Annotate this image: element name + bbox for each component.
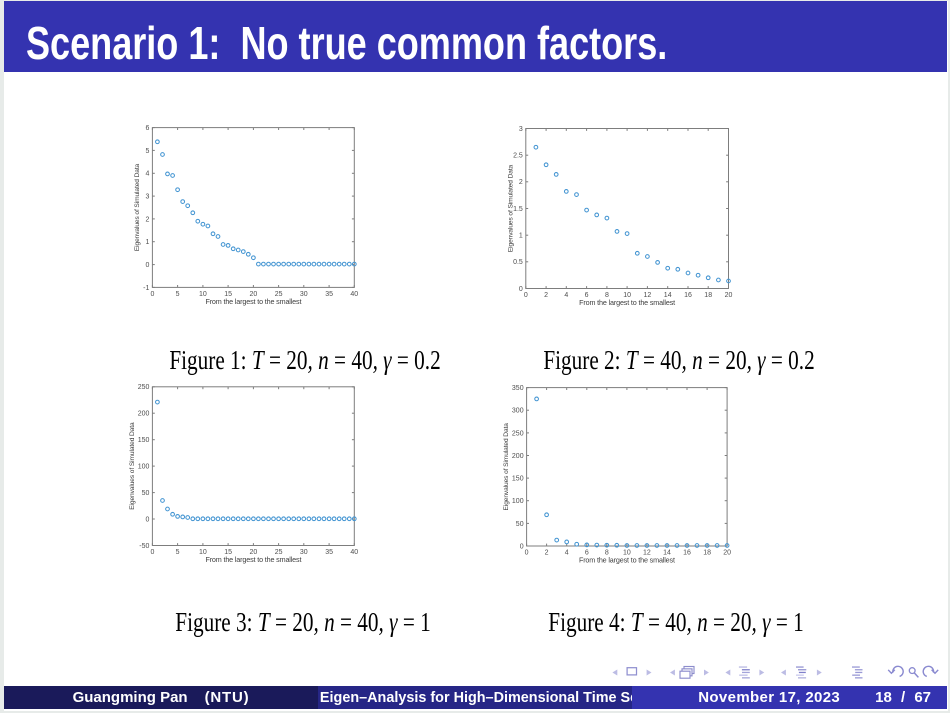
- svg-text:40: 40: [350, 291, 358, 298]
- svg-text:30: 30: [300, 291, 308, 298]
- svg-text:2: 2: [519, 179, 523, 186]
- svg-text:14: 14: [663, 550, 671, 557]
- svg-text:From the largest to the smalle: From the largest to the smallest: [205, 555, 301, 564]
- svg-text:35: 35: [325, 549, 333, 556]
- svg-text:0: 0: [150, 291, 154, 298]
- svg-text:4: 4: [564, 292, 568, 299]
- svg-text:50: 50: [142, 490, 150, 497]
- svg-text:350: 350: [512, 385, 524, 392]
- svg-text:4: 4: [145, 171, 149, 178]
- svg-text:0: 0: [519, 286, 523, 293]
- svg-text:15: 15: [224, 549, 232, 556]
- svg-text:18: 18: [704, 292, 712, 299]
- svg-text:250: 250: [138, 384, 150, 391]
- svg-text:20: 20: [250, 549, 258, 556]
- svg-text:200: 200: [138, 411, 150, 418]
- svg-text:1.5: 1.5: [513, 206, 523, 213]
- svg-text:0: 0: [520, 543, 524, 550]
- svg-text:From the largest to the smalle: From the largest to the smallest: [579, 556, 675, 565]
- svg-text:6: 6: [585, 550, 589, 557]
- svg-text:30: 30: [300, 549, 308, 556]
- svg-text:0: 0: [524, 292, 528, 299]
- svg-text:Eigenvalues of Simulated Data: Eigenvalues of Simulated Data: [129, 422, 136, 510]
- svg-text:10: 10: [199, 549, 207, 556]
- svg-text:200: 200: [512, 453, 524, 460]
- svg-text:1: 1: [519, 233, 523, 240]
- svg-text:6: 6: [145, 125, 149, 132]
- svg-text:From the largest to the smalle: From the largest to the smallest: [205, 297, 301, 306]
- svg-text:Eigenvalues of Simulated Data: Eigenvalues of Simulated Data: [507, 164, 514, 252]
- svg-text:2: 2: [545, 550, 549, 557]
- svg-text:0: 0: [145, 262, 149, 269]
- svg-text:-50: -50: [139, 543, 149, 550]
- svg-text:0: 0: [145, 516, 149, 523]
- svg-text:1: 1: [145, 239, 149, 246]
- svg-text:2: 2: [145, 216, 149, 223]
- svg-text:3: 3: [519, 126, 523, 133]
- svg-text:5: 5: [145, 148, 149, 155]
- svg-text:12: 12: [643, 550, 651, 557]
- svg-text:12: 12: [644, 292, 652, 299]
- svg-text:150: 150: [138, 437, 150, 444]
- svg-text:50: 50: [516, 521, 524, 528]
- svg-text:From the largest to the smalle: From the largest to the smallest: [579, 298, 675, 307]
- svg-text:4: 4: [565, 550, 569, 557]
- svg-text:300: 300: [512, 408, 524, 415]
- svg-text:10: 10: [199, 291, 207, 298]
- svg-text:-1: -1: [143, 285, 149, 292]
- svg-text:40: 40: [350, 549, 358, 556]
- svg-text:2: 2: [544, 292, 548, 299]
- svg-text:Eigenvalues of Simulated Data: Eigenvalues of Simulated Data: [134, 163, 141, 251]
- svg-text:18: 18: [703, 550, 711, 557]
- svg-text:20: 20: [725, 292, 733, 299]
- svg-text:14: 14: [664, 292, 672, 299]
- svg-text:20: 20: [250, 291, 258, 298]
- svg-text:3: 3: [145, 194, 149, 201]
- svg-text:150: 150: [512, 476, 524, 483]
- svg-text:5: 5: [176, 291, 180, 298]
- svg-text:16: 16: [684, 292, 692, 299]
- svg-text:5: 5: [176, 549, 180, 556]
- svg-text:2.5: 2.5: [513, 153, 523, 160]
- svg-text:16: 16: [683, 550, 691, 557]
- svg-text:0: 0: [150, 549, 154, 556]
- svg-text:10: 10: [623, 550, 631, 557]
- svg-text:35: 35: [325, 291, 333, 298]
- svg-text:25: 25: [275, 549, 283, 556]
- svg-text:8: 8: [605, 550, 609, 557]
- svg-text:15: 15: [224, 291, 232, 298]
- svg-text:0.5: 0.5: [513, 259, 523, 266]
- svg-text:0: 0: [525, 550, 529, 557]
- svg-text:6: 6: [585, 292, 589, 299]
- svg-text:250: 250: [512, 430, 524, 437]
- svg-text:10: 10: [623, 292, 631, 299]
- svg-text:Eigenvalues of Simulated Data: Eigenvalues of Simulated Data: [503, 423, 510, 511]
- svg-text:100: 100: [512, 498, 524, 505]
- svg-text:25: 25: [275, 291, 283, 298]
- svg-text:100: 100: [138, 464, 150, 471]
- svg-text:8: 8: [605, 292, 609, 299]
- svg-text:20: 20: [723, 550, 731, 557]
